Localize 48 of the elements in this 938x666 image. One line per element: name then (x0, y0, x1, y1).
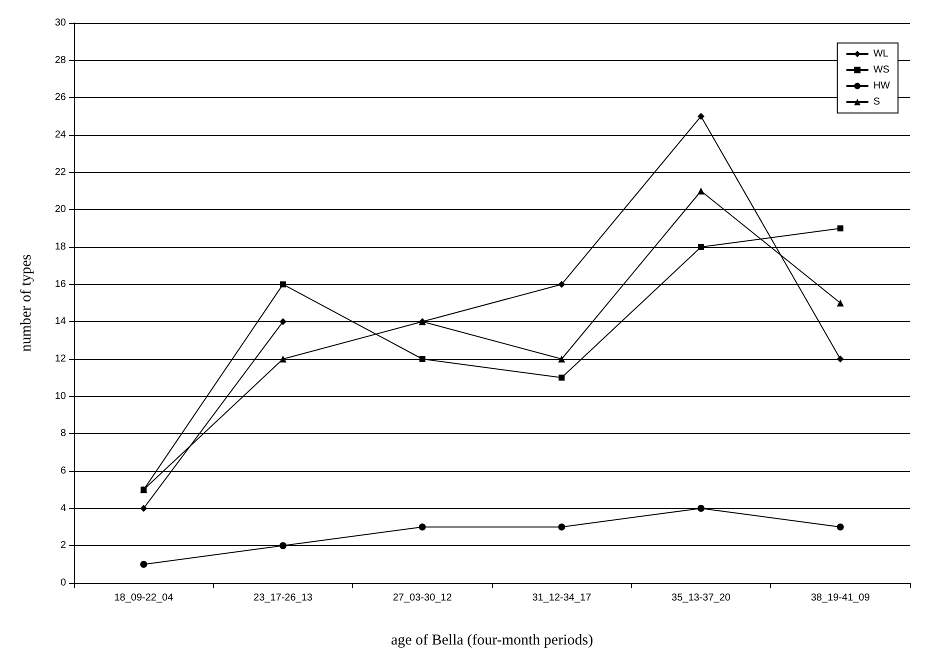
y-tick-label: 22 (54, 166, 66, 178)
x-tick-label: 31_12-34_17 (532, 592, 592, 604)
x-tick-label: 23_17-26_13 (254, 592, 313, 604)
y-tick-label: 14 (54, 316, 66, 328)
point (698, 504, 704, 512)
y-tick-label: 0 (60, 578, 66, 588)
point (140, 504, 148, 512)
point (558, 356, 566, 362)
point (280, 542, 286, 550)
point (558, 524, 566, 530)
y-tick-label: 12 (54, 354, 66, 364)
y-tick-label: 30 (54, 18, 66, 28)
y-tick-label: 10 (54, 390, 66, 402)
point (280, 281, 286, 288)
x-tick-label: 35_13-37_20 (672, 592, 731, 604)
legend-label: S (873, 96, 880, 108)
y-tick-label: 16 (54, 278, 66, 290)
x-tick-label: 38_19-41_09 (810, 592, 870, 604)
point (418, 524, 426, 530)
y-tick-label: 8 (60, 428, 66, 440)
y-tick-label: 24 (54, 130, 66, 140)
y-tick-label: 18 (54, 242, 66, 252)
y-tick-label: 20 (54, 204, 66, 216)
y-tick-label: 2 (60, 540, 66, 552)
point (419, 356, 426, 362)
legend-label: WL (873, 48, 889, 60)
point (280, 318, 286, 326)
y-tick-label: 26 (54, 92, 66, 104)
point (837, 225, 844, 232)
point (280, 356, 286, 362)
point (698, 244, 704, 250)
point (558, 280, 566, 288)
y-tick-label: 4 (60, 502, 66, 514)
x-axis-title: age of Bella (four-month periods) (390, 632, 594, 648)
point (558, 374, 565, 381)
point (140, 560, 148, 568)
y-tick-label: 6 (60, 466, 66, 476)
point (698, 112, 704, 120)
x-tick-label: 27_03-30_12 (392, 592, 452, 604)
point (698, 188, 704, 194)
legend-label: HW (873, 80, 891, 92)
x-tick-label: 18_09-22_04 (114, 592, 174, 604)
point (836, 300, 844, 306)
y-axis-title: number of types (18, 254, 34, 352)
legend-label: WS (873, 64, 890, 76)
point (836, 524, 844, 530)
y-tick-label: 28 (54, 54, 66, 66)
point (836, 356, 844, 362)
